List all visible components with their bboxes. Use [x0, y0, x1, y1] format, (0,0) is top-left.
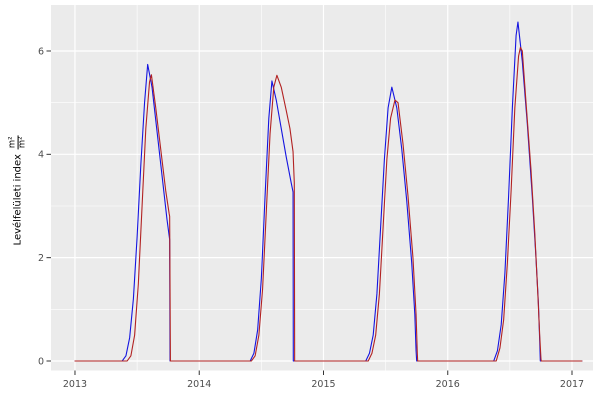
x-axis-tick-label: 2017 — [560, 379, 584, 390]
darkred-series-line — [74, 46, 583, 362]
y-axis-title-text: Levélfelületi index — [12, 154, 24, 246]
y-axis-title: Levélfelületi index m² m² — [8, 120, 28, 260]
x-axis-tick-label: 2013 — [63, 379, 87, 390]
y-axis-unit-fraction: m² m² — [8, 135, 28, 150]
major-gridlines — [51, 5, 593, 371]
y-axis-tick-label: 6 — [38, 46, 44, 57]
y-axis-tick-label: 0 — [38, 356, 44, 367]
y-axis-unit-denominator: m² — [17, 136, 28, 149]
x-axis-tick-label: 2016 — [436, 379, 460, 390]
y-axis-tick-label: 2 — [38, 253, 44, 264]
data-series-group — [74, 21, 583, 362]
axis-tick-labels: 2013 2014 2015 2016 2017 0 2 4 6 — [38, 46, 584, 390]
x-axis-tick-label: 2014 — [187, 379, 211, 390]
x-axis-tick-label: 2015 — [311, 379, 335, 390]
blue-series-line — [74, 21, 583, 362]
axis-tick-marks — [46, 50, 573, 375]
y-axis-tick-label: 4 — [38, 150, 44, 161]
